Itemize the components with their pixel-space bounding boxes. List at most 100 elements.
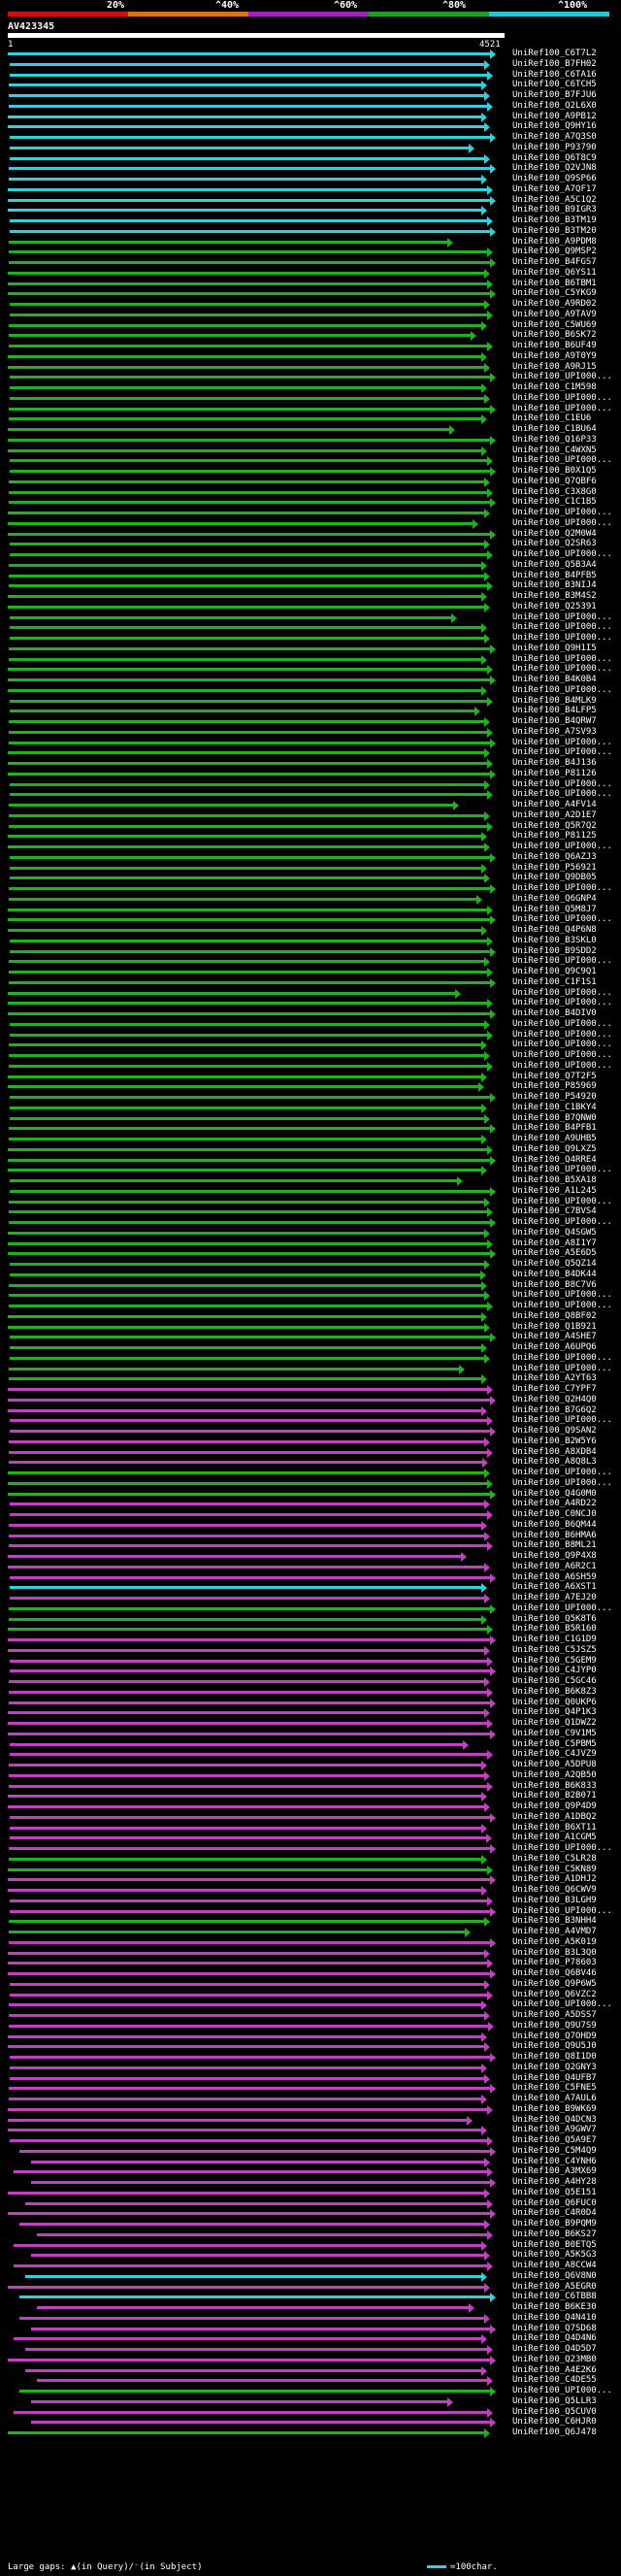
hit-label[interactable]: UniRef100_Q9SAN2 xyxy=(512,1426,597,1436)
hit-row[interactable]: UniRef100_Q25391 xyxy=(0,602,621,612)
hit-row[interactable]: UniRef100_Q23MB0 xyxy=(0,2355,621,2365)
hit-row[interactable]: UniRef100_P85969 xyxy=(0,1081,621,1093)
hit-row[interactable]: UniRef100_Q4P6N8 xyxy=(0,925,621,936)
hit-row[interactable]: UniRef100_A7QF17 xyxy=(0,184,621,195)
hit-label[interactable]: UniRef100_B4QRW7 xyxy=(512,716,597,726)
hit-label[interactable]: UniRef100_C4JYP0 xyxy=(512,1666,597,1676)
hit-label[interactable]: UniRef100_UPI000... xyxy=(512,1843,612,1853)
hit-row[interactable]: UniRef100_B6SK72 xyxy=(0,330,621,342)
hit-row[interactable]: UniRef100_UPI000... xyxy=(0,685,621,696)
hit-label[interactable]: UniRef100_C5FNE5 xyxy=(512,2083,597,2094)
hit-row[interactable]: UniRef100_B0ETQ5 xyxy=(0,2240,621,2251)
hit-row[interactable]: UniRef100_Q7OHD9 xyxy=(0,2031,621,2042)
hit-row[interactable]: UniRef100_A5DPU8 xyxy=(0,1760,621,1770)
hit-label[interactable]: UniRef100_UPI000... xyxy=(512,1165,612,1175)
hit-label[interactable]: UniRef100_UPI000... xyxy=(512,987,612,998)
hit-row[interactable]: UniRef100_UPI000... xyxy=(0,779,621,790)
hit-label[interactable]: UniRef100_A9RD02 xyxy=(512,299,597,309)
hit-label[interactable]: UniRef100_B9SDD2 xyxy=(512,945,597,956)
hit-label[interactable]: UniRef100_B4LFP5 xyxy=(512,706,597,716)
hit-row[interactable]: UniRef100_UPI000... xyxy=(0,1290,621,1302)
hit-label[interactable]: UniRef100_C0NCJ0 xyxy=(512,1509,597,1519)
hit-label[interactable]: UniRef100_B4DK44 xyxy=(512,1269,597,1279)
hit-row[interactable]: UniRef100_UPI000... xyxy=(0,654,621,665)
hit-row[interactable]: UniRef100_A3MX69 xyxy=(0,2166,621,2178)
hit-label[interactable]: UniRef100_P93790 xyxy=(512,142,597,152)
hit-row[interactable]: UniRef100_A9GWV7 xyxy=(0,2125,621,2136)
hit-label[interactable]: UniRef100_B4DIV0 xyxy=(512,1008,597,1018)
hit-label[interactable]: UniRef100_UPI000... xyxy=(512,747,612,758)
hit-row[interactable]: UniRef100_UPI000... xyxy=(0,1050,621,1061)
hit-row[interactable]: UniRef100_B3TM19 xyxy=(0,215,621,226)
hit-row[interactable]: UniRef100_UPI000... xyxy=(0,789,621,801)
hit-row[interactable]: UniRef100_Q16P33 xyxy=(0,435,621,446)
hit-label[interactable]: UniRef100_A4SHE7 xyxy=(512,1332,597,1342)
hit-row[interactable]: UniRef100_B4DIV0 xyxy=(0,1008,621,1019)
hit-label[interactable]: UniRef100_Q9P4X8 xyxy=(512,1551,597,1561)
hit-label[interactable]: UniRef100_Q8BF02 xyxy=(512,1310,597,1321)
hit-label[interactable]: UniRef100_C1G1D9 xyxy=(512,1635,597,1644)
hit-label[interactable]: UniRef100_A5K019 xyxy=(512,1936,597,1947)
hit-row[interactable]: UniRef100_B9IGR3 xyxy=(0,205,621,216)
hit-row[interactable]: UniRef100_UPI000... xyxy=(0,404,621,414)
hit-row[interactable]: UniRef100_UPI000... xyxy=(0,612,621,623)
hit-label[interactable]: UniRef100_Q5E151 xyxy=(512,2187,597,2197)
hit-label[interactable]: UniRef100_C5PBM5 xyxy=(512,1738,597,1749)
hit-label[interactable]: UniRef100_C5M4Q9 xyxy=(512,2145,597,2156)
hit-row[interactable]: UniRef100_Q5M8J7 xyxy=(0,905,621,915)
hit-row[interactable]: UniRef100_B2B071 xyxy=(0,1791,621,1802)
hit-label[interactable]: UniRef100_Q5A9E7 xyxy=(512,2135,597,2145)
hit-row[interactable]: UniRef100_A1CGM5 xyxy=(0,1833,621,1844)
hit-row[interactable]: UniRef100_C1C1B5 xyxy=(0,497,621,509)
hit-label[interactable]: UniRef100_B3SKL0 xyxy=(512,935,597,945)
hit-label[interactable]: UniRef100_Q6T8C9 xyxy=(512,152,597,163)
hit-label[interactable]: UniRef100_C5GC46 xyxy=(512,1676,597,1686)
hit-row[interactable]: UniRef100_A9PB12 xyxy=(0,112,621,122)
hit-label[interactable]: UniRef100_Q9SP66 xyxy=(512,174,597,183)
hit-row[interactable]: UniRef100_B0X1Q5 xyxy=(0,466,621,477)
hit-row[interactable]: UniRef100_C7YPF7 xyxy=(0,1384,621,1395)
hit-label[interactable]: UniRef100_B7QNW0 xyxy=(512,1112,597,1123)
hit-row[interactable]: UniRef100_B3NHH4 xyxy=(0,1916,621,1928)
hit-label[interactable]: UniRef100_Q1DWZ2 xyxy=(512,1718,597,1728)
hit-row[interactable]: UniRef100_A1L245 xyxy=(0,1186,621,1197)
hit-row[interactable]: UniRef100_A4FV14 xyxy=(0,800,621,810)
hit-label[interactable]: UniRef100_Q9U7S9 xyxy=(512,2020,597,2031)
hit-row[interactable]: UniRef100_UPI000... xyxy=(0,1478,621,1489)
hit-row[interactable]: UniRef100_A5K019 xyxy=(0,1937,621,1948)
hit-label[interactable]: UniRef100_UPI000... xyxy=(512,455,612,466)
hit-row[interactable]: UniRef100_UPI000... xyxy=(0,1843,621,1854)
hit-label[interactable]: UniRef100_Q9LXZ5 xyxy=(512,1143,597,1154)
hit-label[interactable]: UniRef100_Q8I1D0 xyxy=(512,2052,597,2062)
hit-row[interactable]: UniRef100_A5DSS7 xyxy=(0,2010,621,2021)
hit-label[interactable]: UniRef100_Q2SR63 xyxy=(512,539,597,549)
hit-row[interactable]: UniRef100_B3NIJ4 xyxy=(0,580,621,592)
hit-label[interactable]: UniRef100_A5DSS7 xyxy=(512,2010,597,2020)
hit-row[interactable]: UniRef100_UPI000... xyxy=(0,998,621,1009)
hit-row[interactable]: UniRef100_B7FH02 xyxy=(0,59,621,70)
hit-row[interactable]: UniRef100_Q9HY16 xyxy=(0,121,621,133)
hit-label[interactable]: UniRef100_Q2VJN8 xyxy=(512,163,597,174)
hit-row[interactable]: UniRef100_UPI000... xyxy=(0,1906,621,1917)
hit-row[interactable]: UniRef100_Q5QZ14 xyxy=(0,1259,621,1270)
hit-label[interactable]: UniRef100_B9WK69 xyxy=(512,2103,597,2114)
hit-row[interactable]: UniRef100_C5JSZ5 xyxy=(0,1645,621,1656)
hit-row[interactable]: UniRef100_Q6BV46 xyxy=(0,1968,621,1979)
hit-row[interactable]: UniRef100_C5GEM9 xyxy=(0,1656,621,1667)
hit-label[interactable]: UniRef100_C6HJR0 xyxy=(512,2417,597,2427)
hit-row[interactable]: UniRef100_Q5A9E7 xyxy=(0,2135,621,2146)
hit-label[interactable]: UniRef100_A4E2K6 xyxy=(512,2364,597,2375)
hit-label[interactable]: UniRef100_UPI000... xyxy=(512,1477,612,1488)
hit-row[interactable]: UniRef100_A7AUL6 xyxy=(0,2094,621,2104)
hit-label[interactable]: UniRef100_Q1B921 xyxy=(512,1321,597,1332)
hit-row[interactable]: UniRef100_B6HMA6 xyxy=(0,1531,621,1541)
hit-row[interactable]: UniRef100_Q2M0W4 xyxy=(0,529,621,540)
hit-label[interactable]: UniRef100_Q4P6N8 xyxy=(512,925,597,935)
hit-row[interactable]: UniRef100_UPI000... xyxy=(0,747,621,759)
hit-row[interactable]: UniRef100_Q5E151 xyxy=(0,2188,621,2198)
hit-row[interactable]: UniRef100_A1DHJ2 xyxy=(0,1874,621,1886)
hit-row[interactable]: UniRef100_B9PQM9 xyxy=(0,2219,621,2229)
hit-label[interactable]: UniRef100_B0X1Q5 xyxy=(512,466,597,476)
hit-row[interactable]: UniRef100_A7EJ20 xyxy=(0,1593,621,1603)
hit-label[interactable]: UniRef100_C7BVS4 xyxy=(512,1206,597,1217)
